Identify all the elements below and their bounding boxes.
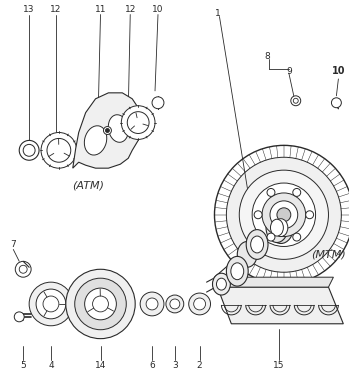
Ellipse shape (84, 126, 107, 155)
Ellipse shape (226, 257, 248, 286)
Ellipse shape (266, 213, 288, 242)
Circle shape (29, 282, 73, 326)
Circle shape (43, 296, 59, 312)
Circle shape (36, 289, 66, 319)
Ellipse shape (217, 278, 226, 290)
Circle shape (104, 126, 111, 135)
Circle shape (105, 129, 110, 132)
Circle shape (293, 188, 301, 196)
Circle shape (254, 211, 262, 219)
Text: 11: 11 (95, 5, 106, 14)
Circle shape (226, 157, 342, 272)
Circle shape (140, 292, 164, 316)
Circle shape (277, 208, 291, 222)
Circle shape (75, 278, 126, 330)
Circle shape (146, 298, 158, 310)
Text: 3: 3 (172, 361, 178, 370)
Ellipse shape (257, 222, 277, 248)
Text: 10: 10 (152, 5, 164, 14)
Circle shape (41, 132, 77, 168)
Ellipse shape (269, 212, 293, 243)
Circle shape (166, 295, 184, 313)
Text: 14: 14 (95, 361, 106, 370)
Circle shape (85, 288, 117, 320)
Circle shape (14, 312, 24, 322)
Circle shape (19, 265, 27, 273)
Circle shape (252, 183, 316, 246)
Circle shape (66, 269, 135, 338)
Circle shape (267, 233, 275, 241)
Circle shape (293, 233, 301, 241)
Circle shape (293, 98, 298, 103)
Circle shape (306, 211, 313, 219)
Text: 5: 5 (20, 361, 26, 370)
Circle shape (47, 138, 71, 162)
Circle shape (194, 298, 206, 310)
Circle shape (214, 145, 351, 284)
Circle shape (189, 293, 211, 315)
Circle shape (267, 188, 275, 196)
Circle shape (23, 144, 35, 156)
Text: 1: 1 (214, 9, 220, 18)
Text: 2: 2 (197, 361, 203, 370)
Text: 13: 13 (24, 5, 35, 14)
Text: (ATM): (ATM) (73, 180, 105, 190)
Ellipse shape (246, 230, 268, 259)
Circle shape (270, 201, 298, 229)
Circle shape (15, 261, 31, 277)
Text: 12: 12 (50, 5, 61, 14)
Text: 12: 12 (125, 5, 136, 14)
Ellipse shape (212, 273, 230, 295)
Text: 8: 8 (264, 52, 270, 61)
Ellipse shape (231, 263, 244, 280)
Text: 9: 9 (286, 67, 292, 76)
Circle shape (331, 98, 342, 108)
Text: (MTM): (MTM) (311, 249, 346, 260)
Circle shape (127, 112, 149, 134)
Polygon shape (218, 287, 343, 324)
Text: 4: 4 (48, 361, 54, 370)
Polygon shape (73, 93, 142, 168)
Text: 10: 10 (332, 66, 345, 76)
Ellipse shape (271, 219, 283, 236)
Ellipse shape (274, 219, 288, 237)
Text: 7: 7 (11, 240, 16, 249)
Circle shape (170, 299, 180, 309)
Ellipse shape (237, 242, 257, 267)
Circle shape (19, 140, 39, 160)
Circle shape (262, 193, 306, 237)
Ellipse shape (108, 115, 128, 142)
Circle shape (239, 170, 329, 259)
Circle shape (93, 296, 108, 312)
Polygon shape (218, 277, 333, 287)
Ellipse shape (251, 236, 264, 253)
Circle shape (291, 96, 301, 106)
Circle shape (152, 97, 164, 109)
Text: 15: 15 (273, 361, 285, 370)
Text: 6: 6 (149, 361, 155, 370)
Circle shape (121, 106, 155, 140)
